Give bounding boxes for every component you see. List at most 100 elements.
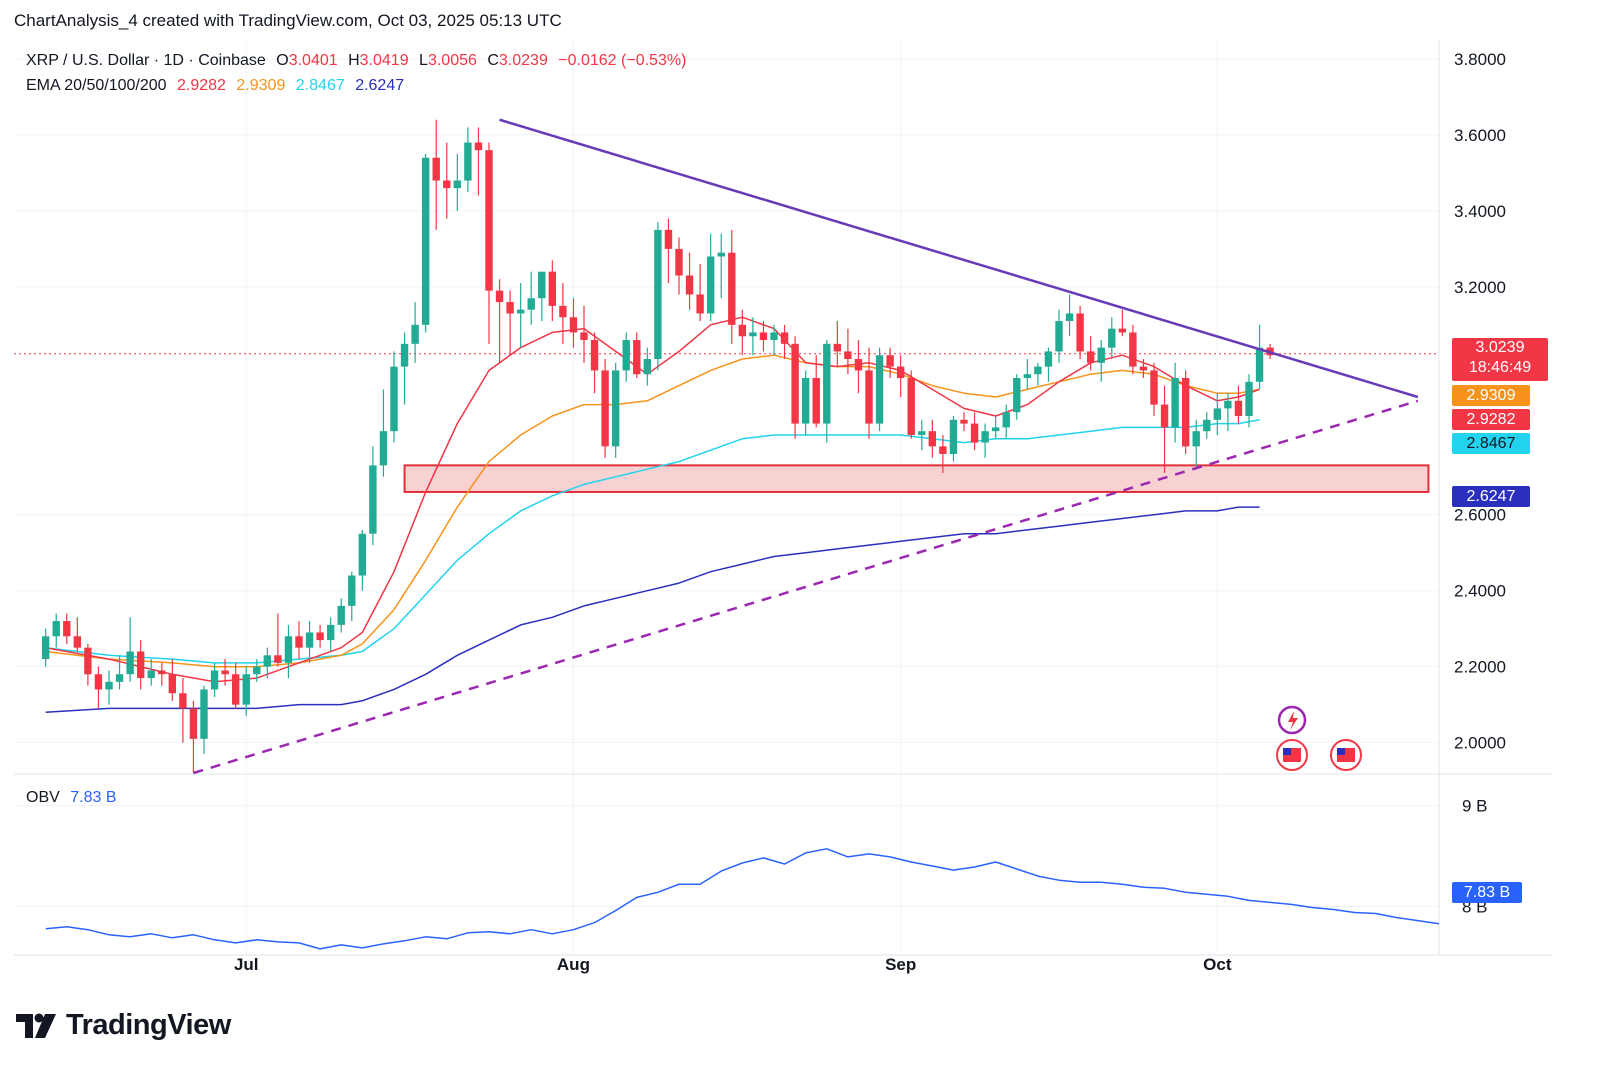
candle-body [326,624,335,641]
candle-body [875,355,884,424]
candle-body [105,681,113,690]
candle-body [63,621,71,637]
candle-body [126,651,134,675]
close-value: C3.0239 [487,52,548,69]
candle-body [559,305,567,318]
candle-body [41,636,50,660]
candle-body [981,431,989,443]
candle-body [443,180,451,189]
candle-body [1118,328,1127,333]
candle-body [305,632,314,648]
candle-body [527,298,535,310]
candle-body [696,294,704,314]
candle-body [453,180,462,189]
candle-body [770,332,778,341]
support-zone [403,464,1430,493]
tradingview-logo[interactable]: TradingView [16,1009,231,1042]
candle-body [242,674,250,705]
candle-body [400,343,409,367]
candle-body [390,366,398,432]
high-value: H3.0419 [348,52,409,69]
candle-body [147,670,155,679]
y-tick-label: 2.6000 [1454,506,1506,525]
logo-text: TradingView [66,1009,231,1041]
candle-body [1245,381,1253,416]
candle-body [1086,351,1095,363]
x-tick-label: Jul [234,955,259,974]
ema200-value: 2.6247 [355,77,405,94]
candle-body [221,670,229,675]
ohlc-legend: XRP / U.S. Dollar · 1D · Coinbase O3.040… [26,52,692,70]
candle-body [337,605,345,625]
candle-body [516,309,525,314]
candle-body [379,431,388,466]
candle-body [158,670,166,675]
candle-body [886,355,894,367]
candle-body [52,621,60,637]
chart-caption: ChartAnalysis_4 created with TradingView… [14,11,562,30]
us-flag-icon-canton [1283,748,1291,755]
candle-body [907,378,915,435]
candle-body [1076,313,1084,352]
obv-price-tag: 7.83 B [1452,882,1522,903]
candle-body [812,378,820,424]
candle-body [253,666,261,675]
candle-body [1044,351,1053,367]
ema50-value: 2.9309 [236,77,286,94]
candle-body [643,359,652,375]
ema100-value: 2.8467 [295,77,345,94]
candle-body [728,252,736,325]
resistance-trendline [499,118,1419,399]
candle-body [1213,408,1222,420]
us-flag-icon-canton [1337,748,1345,755]
candle-body [421,157,430,325]
candle-body [1065,313,1074,322]
candle-body [263,655,272,667]
candle-body [1108,328,1116,348]
candle-body [928,431,937,447]
candle-body [1023,374,1032,379]
candle-body [896,366,905,379]
obv-line [45,848,1440,950]
obv-tick-label: 9 B [1462,796,1488,815]
candle-body [590,340,599,371]
candle-body [939,446,947,454]
candle-body [538,271,546,299]
ema20-value: 2.9282 [177,77,226,94]
x-tick-label: Oct [1203,955,1232,974]
candle-body [949,419,958,454]
candle-body [284,636,293,663]
y-tick-label: 3.6000 [1454,126,1506,145]
candle-body [633,340,641,375]
obv-value: 7.83 B [70,789,117,806]
x-tick-label: Aug [557,955,590,974]
candle-body [210,670,219,690]
candle-body [685,275,694,295]
ema50-line [45,354,1260,668]
candle-body [801,378,810,424]
candle-body [179,693,187,709]
candle-body [1055,321,1063,352]
chart-canvas[interactable]: 2.0000 2.2000 2.4000 2.6000 3.2000 3.4000 3.60… [14,40,1552,1000]
ema20-line [45,316,1260,683]
candle-body [749,332,757,337]
countdown-value: 18:46:49 [1468,359,1532,376]
ema100-price-tag: 2.8467 [1452,433,1530,454]
last-price-value: 3.0239 [1475,339,1525,356]
symbol-label: XRP / U.S. Dollar · 1D · Coinbase [26,52,266,69]
candle-body [316,632,324,641]
candle-body [1192,431,1200,447]
candle-body [200,689,208,739]
candle-body [960,419,968,424]
candle-body [1150,370,1158,405]
candle-body [759,332,768,341]
candle-body [970,423,979,443]
candle-body [411,324,419,344]
candle-body [464,142,472,181]
candle-body [1034,366,1042,375]
candle-body [295,636,303,648]
candle-body [865,370,873,424]
candle-body [844,351,852,360]
open-value: O3.0401 [276,52,338,69]
ema100-line [45,419,1260,664]
